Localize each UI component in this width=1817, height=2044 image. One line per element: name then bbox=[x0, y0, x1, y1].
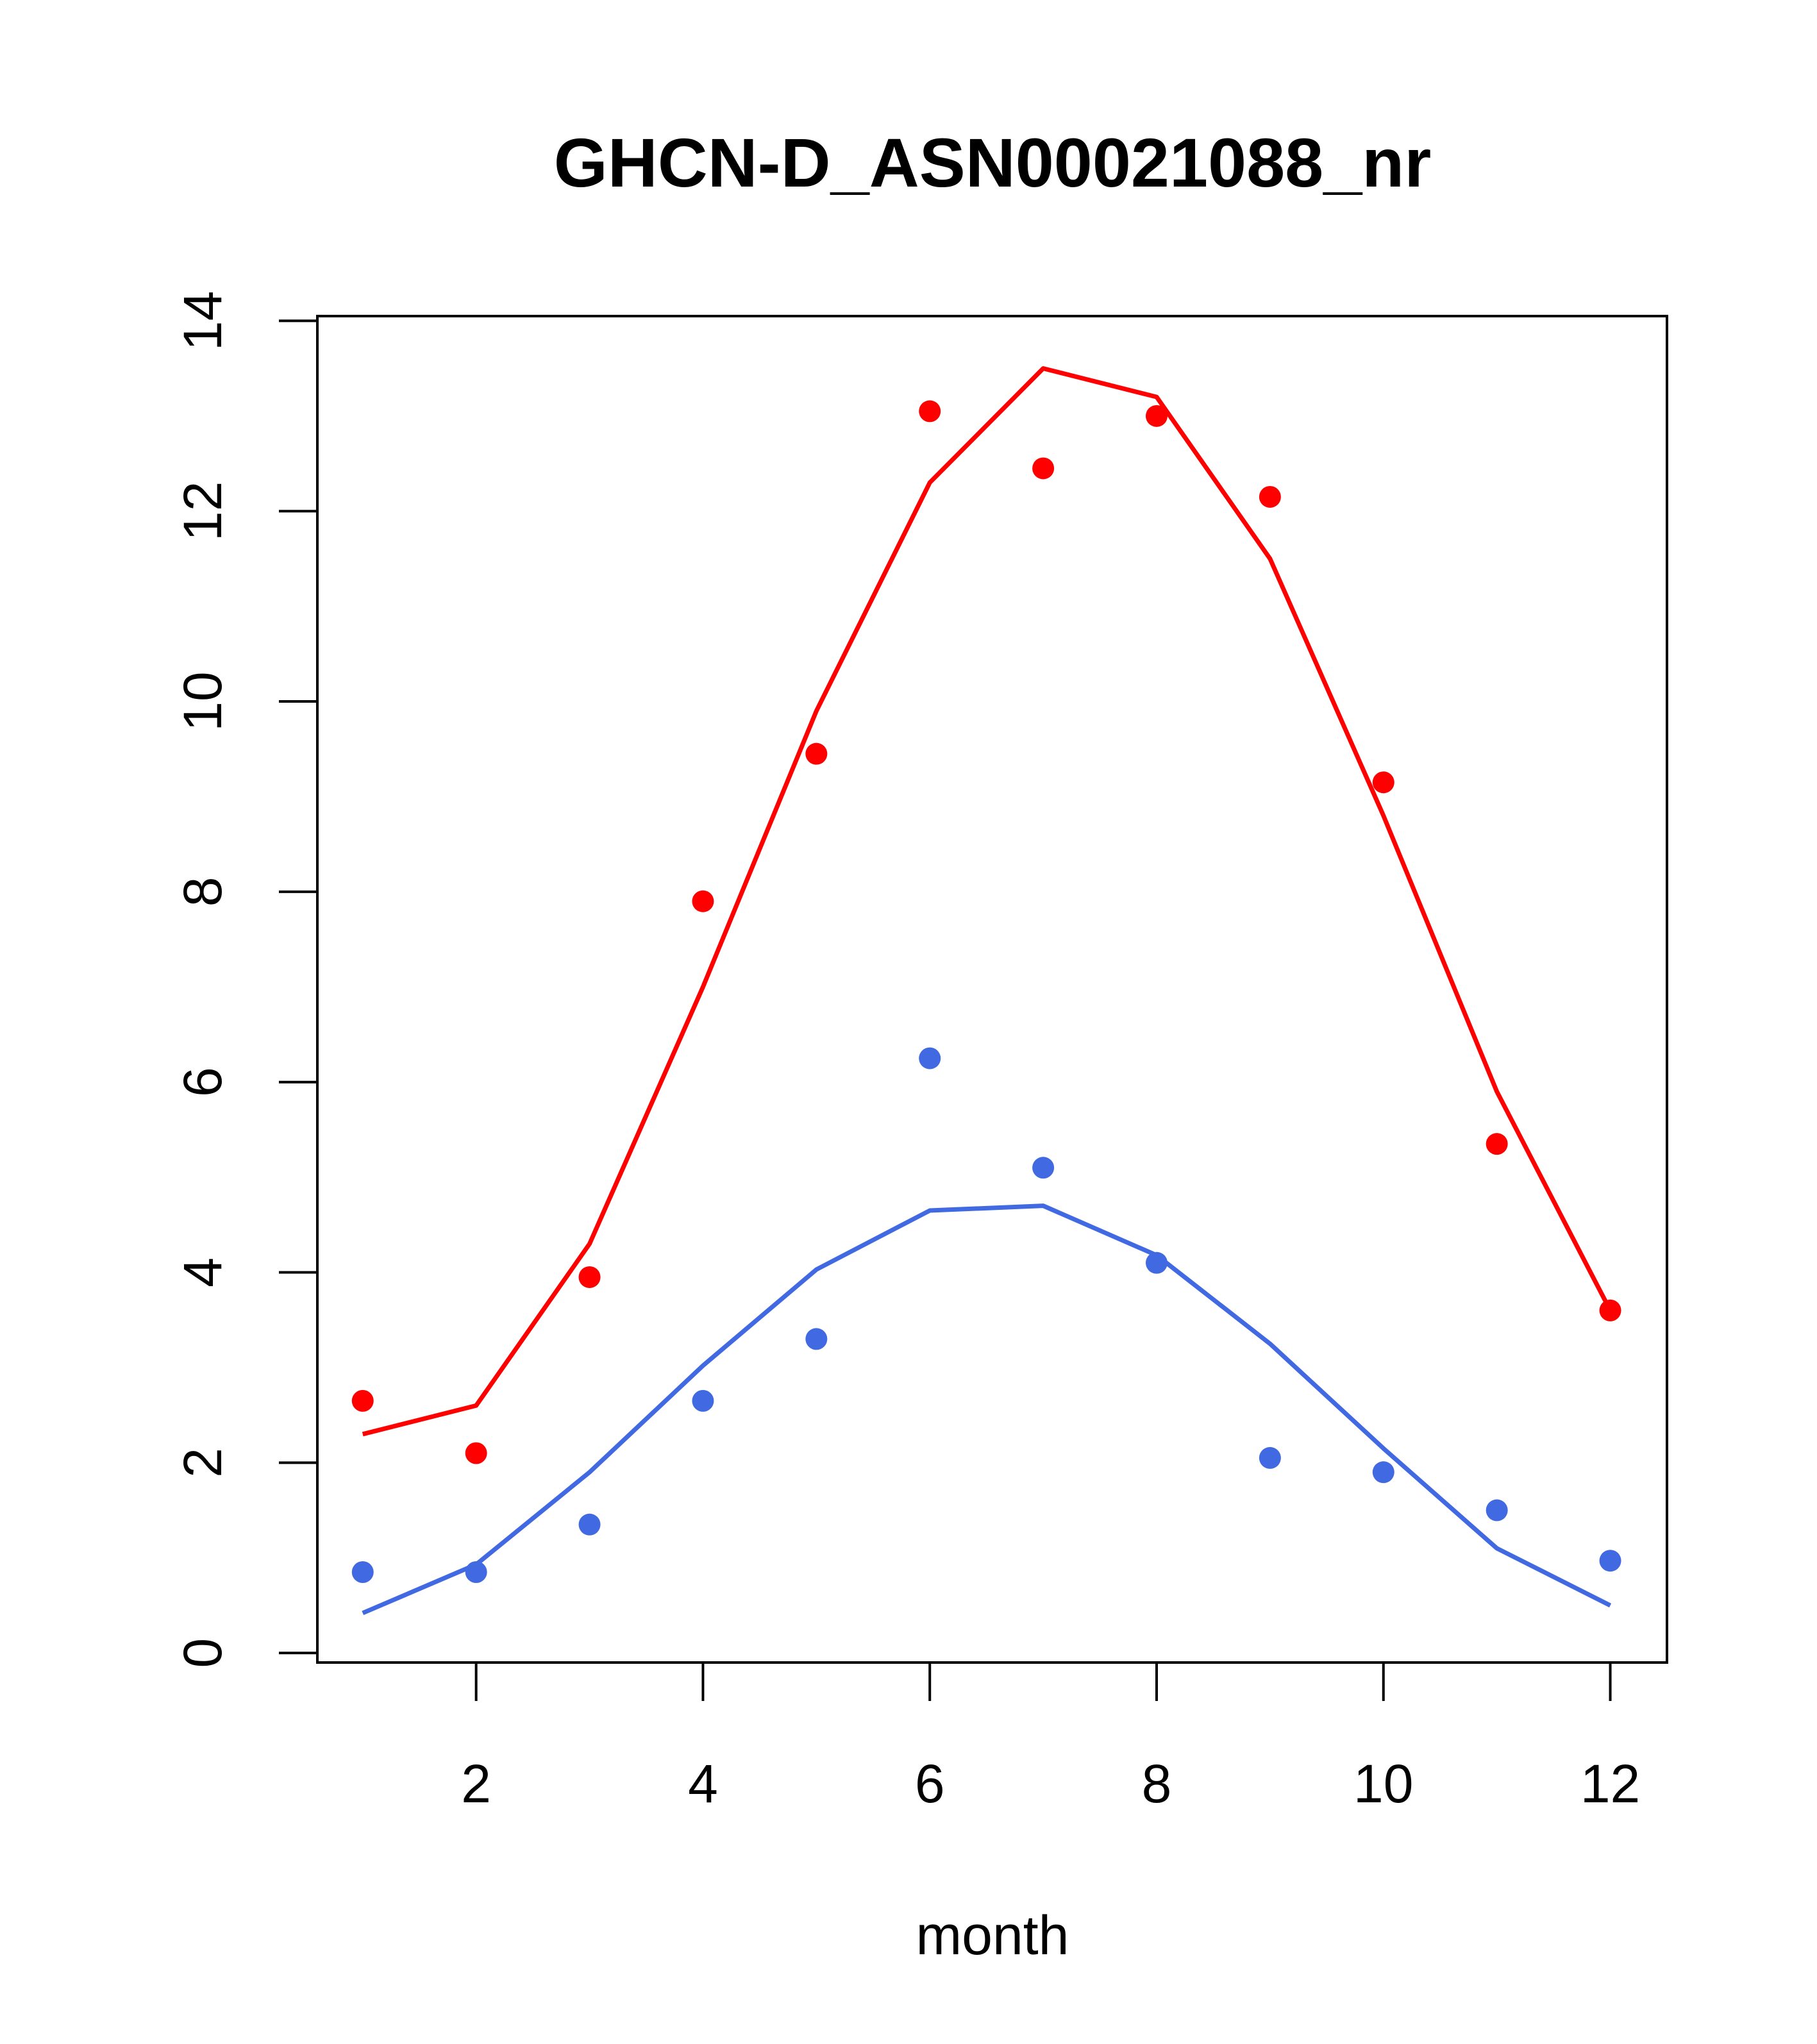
plot-box bbox=[316, 315, 1668, 1664]
y-tick-label: 14 bbox=[172, 291, 233, 351]
y-tick-label: 12 bbox=[172, 482, 233, 541]
series-line bbox=[362, 366, 1612, 1437]
data-point bbox=[1486, 1133, 1508, 1155]
data-point bbox=[1145, 1252, 1168, 1274]
x-tick-label: 2 bbox=[461, 1754, 491, 1814]
data-point bbox=[1032, 1157, 1055, 1179]
data-point bbox=[351, 1389, 374, 1412]
data-point bbox=[465, 1561, 487, 1584]
data-point bbox=[805, 742, 828, 765]
y-tick-label: 4 bbox=[172, 1257, 233, 1287]
x-axis: 2 4 6 8 10 12 bbox=[461, 1661, 1640, 1814]
y-tick-label: 2 bbox=[172, 1448, 233, 1478]
data-point bbox=[692, 890, 714, 912]
data-point bbox=[465, 1442, 487, 1464]
x-axis-label: month bbox=[916, 1905, 1069, 1966]
y-tick-label: 10 bbox=[172, 671, 233, 731]
y-axis: 0 2 4 6 8 10 12 14 bbox=[172, 291, 319, 1668]
series-line bbox=[362, 1203, 1612, 1616]
x-tick-label: 12 bbox=[1580, 1754, 1640, 1814]
x-tick-label: 6 bbox=[915, 1754, 945, 1814]
data-point bbox=[1599, 1550, 1621, 1572]
data-point bbox=[1372, 1461, 1394, 1484]
data-point bbox=[805, 1328, 828, 1350]
data-point bbox=[1599, 1299, 1621, 1321]
data-point bbox=[1486, 1499, 1508, 1521]
data-point bbox=[1259, 1446, 1281, 1469]
series-1 bbox=[351, 366, 1621, 1464]
data-point bbox=[1372, 771, 1394, 794]
data-point bbox=[1032, 457, 1055, 480]
data-point bbox=[919, 400, 941, 423]
x-tick-label: 8 bbox=[1142, 1754, 1172, 1814]
data-point bbox=[351, 1561, 374, 1584]
data-point bbox=[692, 1389, 714, 1412]
data-point bbox=[578, 1266, 601, 1288]
data-point bbox=[1259, 485, 1281, 508]
x-tick-label: 4 bbox=[688, 1754, 718, 1814]
data-point bbox=[578, 1513, 601, 1536]
data-point bbox=[1145, 405, 1168, 427]
x-tick-label: 10 bbox=[1353, 1754, 1413, 1814]
chart-title: GHCN-D_ASN00021088_nr bbox=[554, 124, 1432, 201]
data-point bbox=[919, 1047, 941, 1069]
series-2 bbox=[351, 1047, 1621, 1616]
y-tick-label: 6 bbox=[172, 1067, 233, 1097]
series-layer bbox=[351, 366, 1621, 1616]
y-tick-label: 8 bbox=[172, 877, 233, 907]
y-tick-label: 0 bbox=[172, 1638, 233, 1668]
